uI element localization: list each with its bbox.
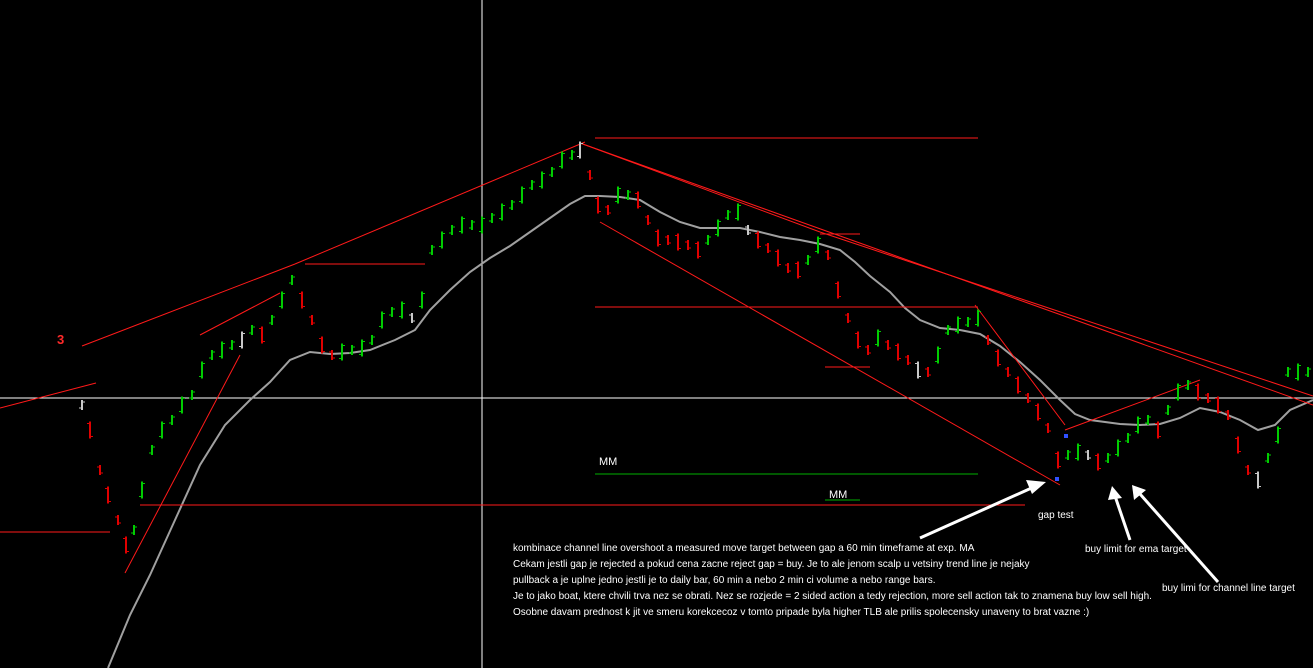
trendline xyxy=(579,142,1313,406)
commentary: kombinace channel line overshoot a measu… xyxy=(513,543,1152,618)
commentary-line: Cekam jestli gap je rejected a pokud cen… xyxy=(513,559,1030,570)
ohlc-bars xyxy=(79,141,1311,554)
arrow-gap xyxy=(919,484,1037,540)
commentary-line: Osobne davam prednost k jit ve smeru kor… xyxy=(513,607,1089,618)
arrow-channel-head xyxy=(1132,485,1146,500)
annotation-arrows xyxy=(919,480,1220,583)
trendline xyxy=(599,221,1061,486)
trendline xyxy=(124,354,241,574)
trendline xyxy=(819,231,1313,397)
trendline xyxy=(1064,379,1201,431)
gap-marker xyxy=(1064,434,1068,438)
ema-line xyxy=(107,195,1313,668)
buy-limit-ema-label: buy limit for ema target xyxy=(1085,544,1187,555)
arrow-ema xyxy=(1113,495,1132,541)
mm-label: MM xyxy=(829,489,847,501)
trendlines xyxy=(0,137,1313,574)
arrow-ema-head xyxy=(1108,486,1122,500)
trendline xyxy=(974,304,1066,426)
arrow-gap-head xyxy=(1026,480,1046,494)
arrow-channel xyxy=(1138,493,1220,583)
commentary-line: pullback a je uplne jedno jestli je to d… xyxy=(513,575,935,586)
wave-label-3: 3 xyxy=(57,332,64,347)
buy-limit-channel-label: buy limi for channel line target xyxy=(1162,583,1295,594)
gap-test-label: gap test xyxy=(1038,510,1074,521)
trendline xyxy=(294,141,586,265)
trendline xyxy=(199,292,281,336)
gap-marker xyxy=(1055,477,1059,481)
commentary-line: Je to jako boat, ktere chvili trva nez s… xyxy=(513,591,1152,602)
commentary-line: kombinace channel line overshoot a measu… xyxy=(513,543,975,554)
trendline xyxy=(0,382,97,409)
trendline xyxy=(579,142,821,233)
mm-label: MM xyxy=(599,456,617,468)
trendline xyxy=(81,263,296,347)
